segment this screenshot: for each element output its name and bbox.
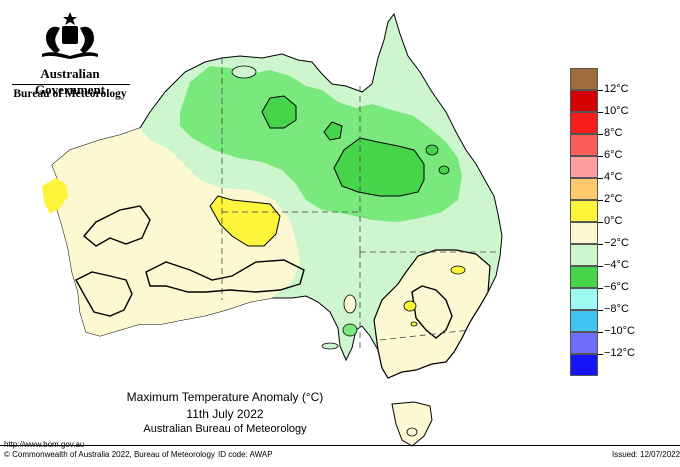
legend-tick — [598, 288, 603, 289]
legend-label: 12°C — [604, 83, 629, 95]
legend-swatch — [570, 310, 598, 332]
legend-swatch — [570, 90, 598, 112]
anomaly-patch-cape-cold — [323, 121, 343, 141]
legend-tick — [598, 266, 603, 267]
contour-sa-west — [145, 259, 305, 293]
legend-swatch — [570, 200, 598, 222]
anomaly-region-southeast-warm — [373, 249, 491, 379]
legend-label: −6°C — [604, 281, 629, 293]
legend-swatch — [570, 178, 598, 200]
legend-label: 2°C — [604, 193, 623, 205]
kangaroo-island — [321, 342, 339, 350]
map-source: Australian Bureau of Meteorology — [143, 423, 307, 435]
government-label: Australian Government — [34, 66, 106, 97]
legend-swatch — [570, 354, 598, 376]
legend-swatch — [570, 68, 598, 90]
legend-swatch — [570, 266, 598, 288]
coat-of-arms-icon — [42, 12, 98, 59]
bureau-label: Bureau of Meteorology — [13, 88, 127, 100]
legend-tick — [598, 222, 603, 223]
legend-label: −2°C — [604, 237, 629, 249]
se-warm-patch-2 — [403, 300, 417, 312]
map-title: Maximum Temperature Anomaly (°C) — [126, 390, 324, 404]
legend-label: 4°C — [604, 171, 623, 183]
tasmania — [391, 401, 433, 447]
contour-wa-inland — [83, 205, 151, 247]
melville-island — [231, 65, 257, 79]
legend-tick — [598, 310, 603, 311]
anomaly-region-west-warm — [52, 128, 300, 336]
se-warm-patch-1 — [450, 265, 466, 275]
legend-tick — [598, 332, 603, 333]
anomaly-patch-gulf-cold — [333, 137, 425, 197]
contour-wa-south — [75, 271, 133, 317]
legend-label: −8°C — [604, 303, 629, 315]
legend-swatch — [570, 222, 598, 244]
legend-tick — [598, 244, 603, 245]
legend-tick — [598, 200, 603, 201]
id-code: ID code: AWAP — [218, 450, 273, 459]
legend-swatch — [570, 134, 598, 156]
legend-tick — [598, 178, 603, 179]
legend-tick — [598, 112, 603, 113]
australia-anomaly-map — [42, 12, 503, 447]
legend-label: 10°C — [604, 105, 629, 117]
qld-coast-patch — [438, 165, 450, 175]
anomaly-patch-wa-coast-hot — [42, 178, 68, 214]
legend-swatch — [570, 112, 598, 134]
lake-eyre — [343, 294, 357, 314]
legend-label: −12°C — [604, 347, 636, 359]
kangaroo-island-2 — [342, 323, 358, 337]
cape-york-patch — [425, 144, 439, 156]
anomaly-patch-nt-cold — [261, 95, 297, 129]
legend-label: 8°C — [604, 127, 623, 139]
legend-label: −4°C — [604, 259, 629, 271]
copyright-text: © Commonwealth of Australia 2022, Bureau… — [4, 450, 215, 459]
legend-tick — [598, 134, 603, 135]
header-divider — [12, 84, 130, 85]
se-warm-patch-3 — [410, 321, 418, 327]
legend-label: 6°C — [604, 149, 623, 161]
legend-swatch — [570, 288, 598, 310]
footer-rule — [0, 445, 680, 446]
tas-contour — [406, 427, 418, 437]
legend-swatch — [570, 332, 598, 354]
legend-tick — [598, 90, 603, 91]
issued-date: Issued: 12/07/2022 — [612, 450, 680, 459]
temperature-legend: 12°C 10°C 8°C 6°C 4°C 2°C 0°C −2°C −4°C −6°C −8°C −… — [570, 68, 648, 380]
border-vic-nsw — [379, 329, 471, 341]
map-date: 11th July 2022 — [186, 407, 264, 421]
legend-swatch — [570, 156, 598, 178]
legend-label: 0°C — [604, 215, 623, 227]
legend-tick — [598, 156, 603, 157]
bom-url: http://www.bom.gov.au — [4, 440, 84, 449]
legend-tick — [598, 354, 603, 355]
legend-swatch — [570, 244, 598, 266]
legend-label: −10°C — [604, 325, 636, 337]
bom-logo: Australian Government Bureau of Meteorol… — [8, 10, 132, 100]
contour-se-inner — [411, 285, 453, 339]
anomaly-patch-centre-hot — [209, 195, 281, 247]
